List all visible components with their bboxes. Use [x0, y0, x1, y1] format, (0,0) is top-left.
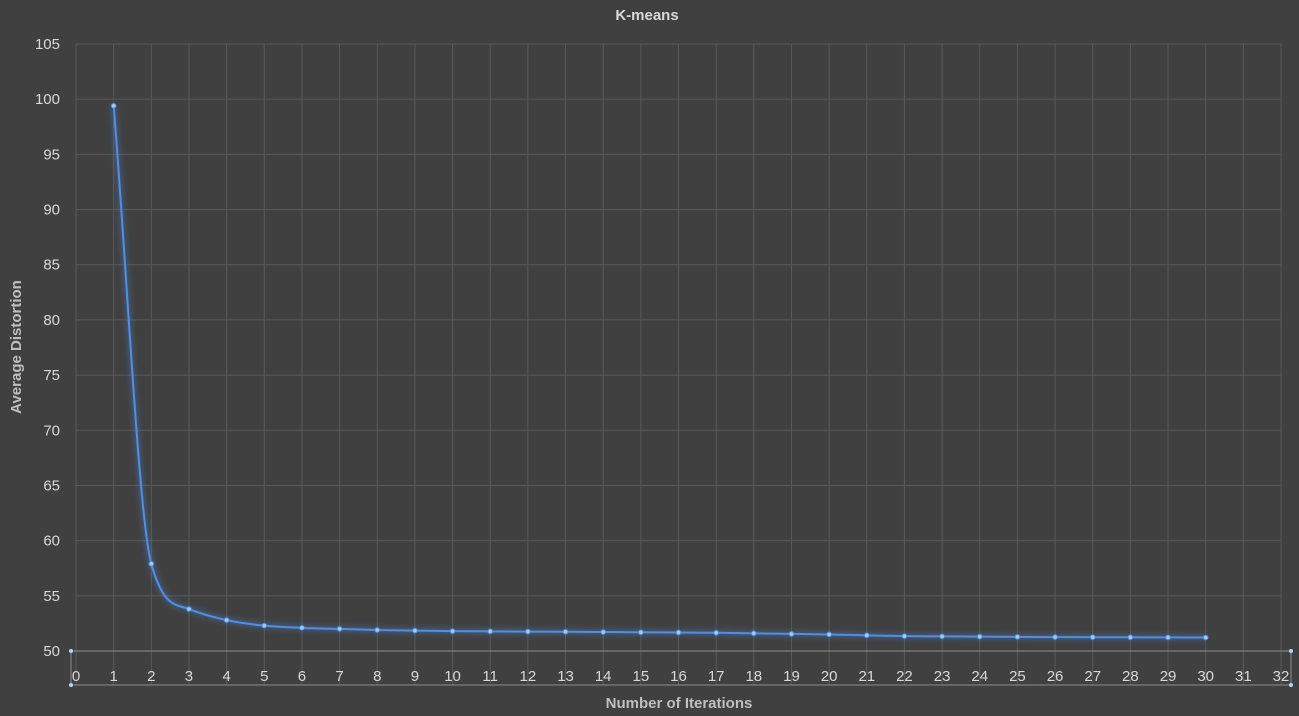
- x-tick-label: 31: [1235, 668, 1252, 685]
- x-tick-label: 15: [633, 668, 650, 685]
- x-tick-label: 29: [1160, 668, 1177, 685]
- data-point: [186, 606, 192, 612]
- data-point: [412, 627, 418, 634]
- x-tick-label: 17: [708, 668, 725, 685]
- axis-handle: [1289, 683, 1293, 687]
- x-tick-label: 24: [971, 668, 988, 685]
- y-tick-label: 70: [43, 422, 60, 439]
- y-tick-label: 90: [43, 202, 60, 219]
- x-tick-label: 8: [373, 668, 381, 685]
- x-tick-label: 27: [1084, 668, 1101, 685]
- data-point: [939, 633, 945, 640]
- series-line-glow: [110, 105, 1206, 642]
- data-point: [299, 625, 305, 631]
- y-tick-label: 55: [43, 588, 60, 605]
- data-point: [1014, 634, 1021, 640]
- data-point: [713, 629, 719, 636]
- data-point: [336, 626, 343, 632]
- data-point: [148, 561, 155, 567]
- x-tick-label: 11: [482, 668, 498, 685]
- data-point: [487, 628, 494, 635]
- data-point: [1127, 634, 1134, 641]
- data-point: [600, 629, 606, 635]
- x-tick-label: 20: [821, 668, 838, 685]
- x-tick-label: 30: [1197, 668, 1214, 685]
- data-point: [110, 103, 117, 109]
- x-tick-label: 25: [1009, 668, 1026, 685]
- data-point: [788, 631, 795, 637]
- axis-handle: [69, 683, 73, 687]
- data-point: [449, 628, 456, 634]
- y-tick-label: 85: [43, 257, 60, 274]
- x-tick-label: 19: [783, 668, 800, 685]
- data-point: [826, 631, 832, 638]
- x-tick-label: 3: [185, 668, 193, 685]
- y-tick-label: 95: [43, 146, 60, 163]
- series-line: [112, 105, 1206, 639]
- x-tick-label: 18: [745, 668, 762, 685]
- x-tick-label: 4: [222, 668, 230, 685]
- x-tick-label: 26: [1047, 668, 1064, 685]
- x-tick-label: 23: [934, 668, 951, 685]
- data-point: [261, 622, 268, 629]
- y-axis-title: Average Distortion: [8, 280, 25, 414]
- y-tick-label: 75: [43, 367, 60, 384]
- y-tick-label: 50: [43, 643, 60, 660]
- data-point: [525, 628, 531, 635]
- chart-title: K-means: [615, 7, 678, 24]
- y-tick-label: 100: [35, 91, 60, 108]
- y-tick-label: 60: [43, 533, 60, 550]
- x-tick-label: 7: [335, 668, 343, 685]
- y-tick-label: 80: [43, 312, 60, 329]
- data-point: [562, 628, 569, 635]
- gridlines: [75, 43, 1282, 685]
- data-point: [901, 633, 908, 639]
- data-point: [1165, 634, 1171, 641]
- x-axis-title: Number of Iterations: [606, 695, 753, 712]
- y-tick-label: 65: [43, 477, 60, 494]
- series: [110, 103, 1209, 642]
- axis-handle: [1289, 649, 1293, 653]
- x-tick-label: 32: [1273, 668, 1290, 685]
- x-tick-label: 14: [595, 668, 612, 685]
- data-point: [638, 629, 644, 636]
- data-point: [374, 627, 381, 633]
- x-tick-label: 16: [670, 668, 687, 685]
- data-point: [223, 617, 230, 623]
- axis-handle: [69, 649, 73, 653]
- x-tick-label: 13: [557, 668, 574, 685]
- data-point: [976, 633, 983, 640]
- data-point: [863, 632, 870, 639]
- x-tick-label: 0: [72, 668, 80, 685]
- data-point: [675, 629, 682, 636]
- x-tick-label: 21: [858, 668, 875, 685]
- x-tick-label: 12: [520, 668, 537, 685]
- data-point: [1089, 634, 1096, 641]
- data-point: [1202, 634, 1209, 641]
- x-tick-label: 9: [411, 668, 419, 685]
- data-point: [751, 630, 757, 637]
- x-tick-label: 1: [109, 668, 117, 685]
- x-tick-label: 6: [298, 668, 306, 685]
- data-point: [1052, 634, 1058, 640]
- y-tick-label: 105: [35, 36, 60, 53]
- x-tick-label: 22: [896, 668, 913, 685]
- x-tick-label: 5: [260, 668, 268, 685]
- x-tick-label: 2: [147, 668, 155, 685]
- x-tick-label: 28: [1122, 668, 1139, 685]
- x-tick-label: 10: [444, 668, 461, 685]
